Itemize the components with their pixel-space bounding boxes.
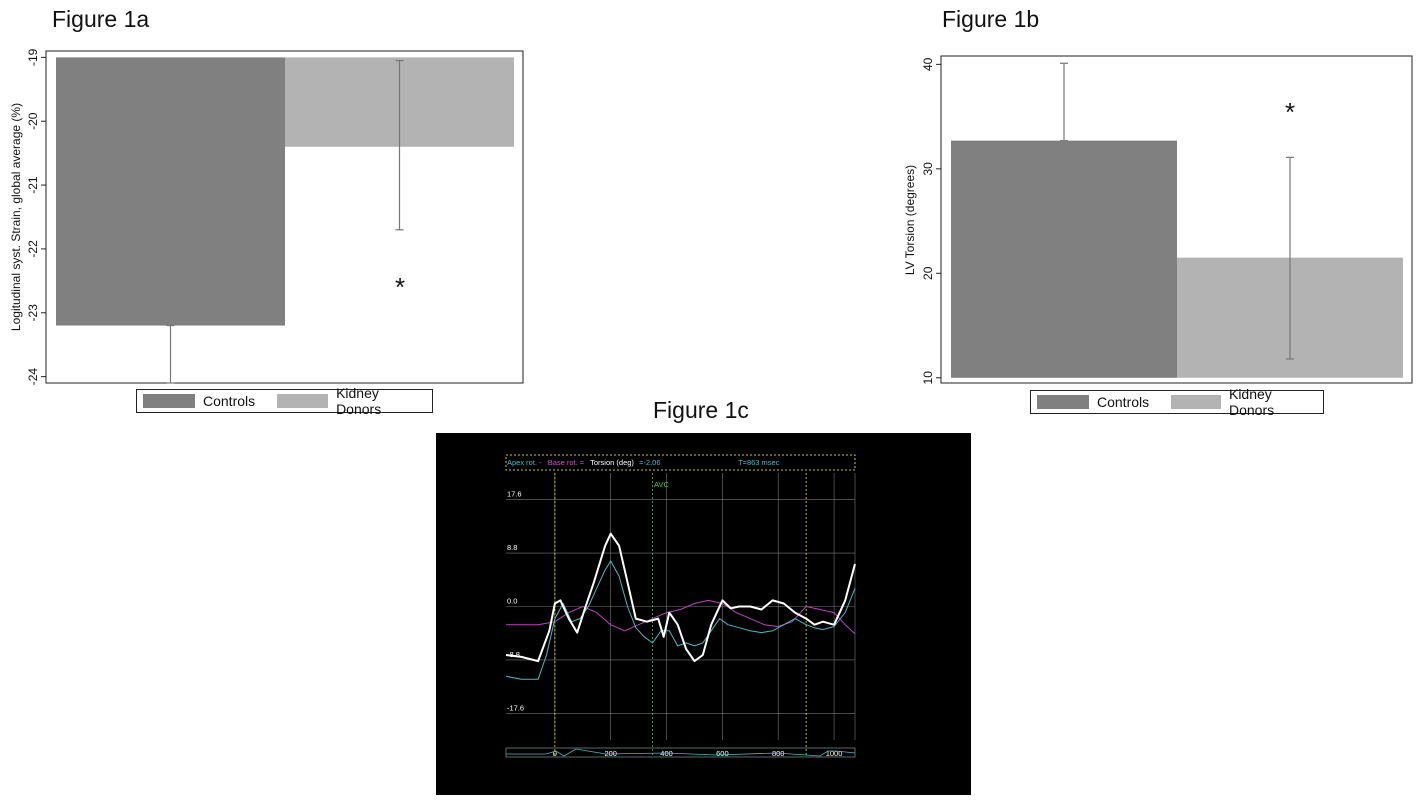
mini-strip-trace [506,748,856,757]
x-tick-label: 200 [604,749,617,758]
avc-label: AVC [654,480,669,489]
legend: Controls Kidney Donors [136,385,433,417]
figure-1a-title: Figure 1a [52,6,150,32]
header-box [505,454,856,471]
y-tick-label: -24 [26,368,40,386]
figure-1c-panel: Apex rot. - Base rot. = Torsion (deg) =-… [436,433,971,795]
torsion-curve-chart: Apex rot. - Base rot. = Torsion (deg) =-… [505,454,856,758]
legend-item-kidney-donors: Kidney Donors [277,385,426,417]
y-axis-label: LV Torsion (degrees) [903,165,917,275]
plot-frame [940,55,1413,384]
apex-rotation-line [505,560,856,680]
torsion-value: =-2.06 [639,458,660,467]
bar-controls [56,57,285,326]
y-tick-label: 0.0 [507,597,517,606]
plot-frame [45,50,524,384]
legend-base-label: Base rot. = [548,458,585,467]
mini-strip [505,747,856,758]
figure-1b-title: Figure 1b [942,6,1040,32]
y-tick-label: 10 [921,371,935,385]
error-bar [395,59,404,231]
legend-torsion-label: Torsion (deg) [590,458,634,467]
significance-marker: * [1285,97,1295,127]
legend: Controls Kidney Donors [1030,386,1324,418]
svg-text:Apex rot. - Base rot. =: Apex rot. - Base rot. = Torsion (deg) =-… [507,458,661,467]
y-tick-label: -23 [26,304,40,322]
y-tick-label: -19 [26,48,40,66]
y-tick-label: 17.6 [507,490,522,499]
figure-1c-title: Figure 1c [653,397,749,423]
bar-controls [951,140,1177,378]
legend-label: Kidney Donors [1228,386,1275,418]
legend-item-controls: Controls [1037,394,1149,410]
legend-label: Controls [1097,394,1150,410]
legend-item-kidney-donors: Kidney Donors [1171,386,1317,418]
y-tick-label: -22 [26,240,40,258]
error-bar [166,324,175,384]
y-tick-label: -21 [26,176,40,194]
x-tick-label: 1000 [826,749,843,758]
x-tick-label: 0 [553,749,557,758]
x-tick-label: 400 [660,749,673,758]
figure-1a-chart: -24 -23 -22 -21 -20 -19 Logitudinal syst. Str… [9,48,524,386]
y-tick-label: -20 [26,112,40,130]
y-tick-label: 40 [921,57,935,71]
legend-swatch-controls [1037,395,1089,409]
legend-swatch-controls [143,394,195,408]
legend-label: Controls [203,393,256,409]
torsion-rotation-line [505,532,856,663]
legend-swatch-kidney-donors [277,394,329,408]
error-bar [1060,62,1068,142]
y-tick-label: -17.6 [507,703,524,712]
legend-item-controls: Controls [143,393,255,409]
significance-marker: * [395,272,405,302]
x-tick-label: 600 [716,749,729,758]
legend-label: Kidney Donors [336,385,382,417]
y-tick-label: 20 [921,266,935,280]
y-tick-label: 30 [921,162,935,176]
base-rotation-line [506,599,856,635]
y-tick-label: -8.8 [507,650,520,659]
y-tick-label: 8.8 [507,543,517,552]
legend-apex-label: Apex rot. - [507,458,542,467]
figure-1b-chart: 10 20 30 40 LV Torsion (degrees) * [903,55,1413,385]
y-axis-label: Logitudinal syst. Strain, global average… [9,103,23,331]
error-bar [1286,156,1294,360]
time-readout: T=863 msec [738,458,780,467]
legend-swatch-kidney-donors [1171,395,1221,409]
